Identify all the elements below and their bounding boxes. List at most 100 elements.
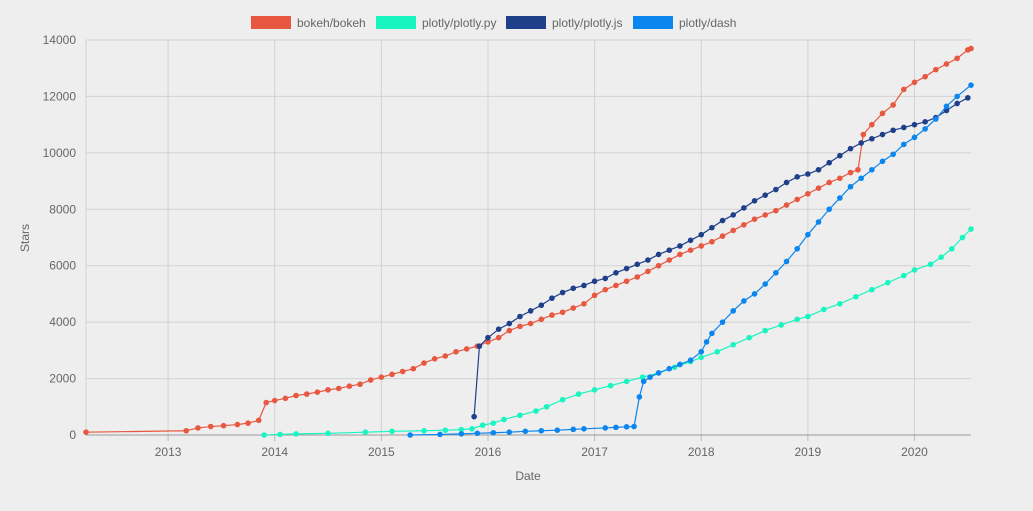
data-point [687,247,694,253]
data-point [282,395,289,402]
data-point [346,383,353,389]
data-point [869,135,875,142]
data-point [826,206,832,213]
data-point [698,231,705,238]
y-tick-label: 14000 [43,33,77,47]
series-line [473,97,969,417]
data-point [709,330,715,337]
data-point [762,192,769,198]
data-point [837,175,843,182]
data-point [506,327,513,334]
data-point [703,339,710,345]
data-point [954,55,960,62]
legend-item[interactable]: bokeh/bokeh [251,16,366,30]
data-point [821,306,827,313]
data-point [815,185,822,191]
data-point [954,93,960,100]
data-point [794,174,800,180]
data-point [471,413,477,420]
series-plotly-plotly-py [261,226,974,438]
data-point [741,298,747,304]
data-point [613,269,619,276]
data-point [538,316,545,323]
data-point [623,378,630,385]
data-point [410,365,417,372]
data-point [527,308,534,314]
x-tick-label: 2014 [261,445,288,459]
legend-swatch [376,16,416,29]
data-point [794,245,800,252]
data-point [949,245,955,252]
data-point [666,247,673,253]
data-point [357,381,363,388]
data-point [847,183,854,190]
data-point [890,127,896,134]
y-tick-label: 10000 [43,146,77,160]
data-point [911,267,918,273]
legend-swatch [633,16,673,29]
series-line [85,47,972,433]
x-tick-label: 2013 [155,445,182,459]
legend[interactable]: bokeh/bokeh plotly/plotly.py plotly/plotly… [251,16,736,30]
data-point [943,61,950,67]
data-point [554,427,561,434]
data-point [938,254,944,261]
legend-item[interactable]: plotly/dash [633,16,736,30]
data-point [869,286,875,293]
data-point [458,431,465,437]
data-point [421,427,427,434]
data-point [815,166,822,173]
x-tick-label: 2016 [475,445,502,459]
data-point [666,257,673,263]
data-point [421,360,427,366]
series-layer [83,45,974,438]
data-point [709,224,715,231]
legend-label: plotly/dash [679,16,736,30]
data-point [815,219,822,225]
data-point [362,429,369,435]
data-point [959,234,966,241]
data-point [263,399,269,406]
data-point [195,425,201,431]
legend-item[interactable]: plotly/plotly.py [376,16,496,30]
x-tick-label: 2015 [368,445,395,459]
data-point [207,423,214,430]
data-point [968,226,974,232]
data-point [655,251,662,258]
data-point [879,110,886,117]
data-point [837,195,843,201]
data-point [634,261,641,268]
data-point [911,79,918,86]
data-point [602,425,609,431]
data-point [901,86,907,93]
data-point [271,397,278,404]
data-point [751,291,758,297]
legend-swatch [251,16,291,29]
data-point [933,116,939,122]
data-point [687,357,694,364]
series-line [264,228,972,436]
data-point [245,420,251,426]
data-point [890,151,896,158]
data-point [636,394,643,400]
data-point [83,429,89,435]
y-tick-label: 6000 [49,259,76,273]
data-point [901,141,907,148]
data-point [847,169,854,176]
data-point [479,422,486,428]
data-point [325,387,331,393]
data-point [922,73,928,80]
data-point [826,159,832,166]
data-point [677,251,683,258]
data-point [431,356,438,362]
data-point [860,131,867,138]
data-point [293,431,299,437]
data-point [591,387,598,393]
data-point [570,426,577,433]
data-point [714,348,721,355]
data-point [469,425,475,432]
legend-item[interactable]: plotly/plotly.js [506,16,622,30]
data-point [602,275,609,282]
data-point [837,301,843,307]
data-point [442,353,449,359]
